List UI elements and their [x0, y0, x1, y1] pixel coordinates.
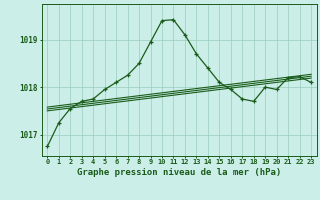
X-axis label: Graphe pression niveau de la mer (hPa): Graphe pression niveau de la mer (hPa): [77, 168, 281, 177]
